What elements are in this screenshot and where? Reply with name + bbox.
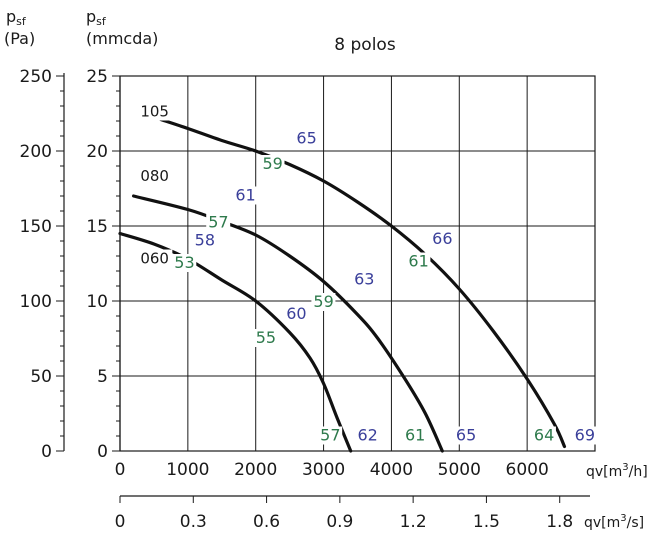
x-tick-label-m3h: 5000 — [438, 460, 481, 480]
annotation-bg — [531, 426, 556, 445]
annotation-green-61: 61 — [405, 426, 425, 445]
annotation-bg — [318, 426, 343, 445]
annotation-blue-58: 58 — [195, 231, 215, 250]
annotation-black-105: 105 — [140, 103, 169, 121]
x-tick-label-m3h: 3000 — [302, 460, 345, 480]
annotation-green-53: 53 — [174, 253, 194, 272]
x-tick-label-m3h: 2000 — [234, 460, 277, 480]
y-tick-label-mmcda: 5 — [97, 367, 108, 387]
y-axis-title-pa-sub: sf — [16, 15, 27, 28]
annotation-bg — [206, 213, 231, 232]
annotation-blue-63: 63 — [354, 270, 374, 289]
annotation-bg — [138, 249, 173, 268]
annotation-green-59: 59 — [313, 292, 333, 311]
x-tick-label-m3h: 4000 — [370, 460, 413, 480]
x-tick-label-m3s: 1.8 — [546, 512, 573, 532]
annotation-bg — [260, 155, 285, 173]
y-tick-label-pa: 50 — [30, 367, 52, 387]
annotation-bg — [138, 102, 173, 121]
annotation-bg — [294, 129, 319, 148]
x-tick-label-m3s: 1.2 — [400, 512, 427, 532]
annotation-bg — [572, 426, 597, 445]
annotation-blue-62: 62 — [358, 426, 378, 445]
chart-title: 8 polos — [334, 35, 396, 55]
x-tick-label-m3h: 1000 — [166, 460, 209, 480]
annotation-bg — [311, 293, 336, 311]
y-axis-title-mmcda: psf — [86, 7, 107, 28]
annotation-blue-60: 60 — [286, 304, 306, 323]
y-tick-label-pa: 150 — [20, 217, 52, 237]
series-curve-105 — [159, 117, 567, 449]
x-tick-label-m3h: 6000 — [506, 460, 549, 480]
annotation-green-57: 57 — [208, 213, 228, 232]
annotation-blue-65: 65 — [456, 426, 476, 445]
x-axis-title-m3h: qv[m3/h] — [586, 462, 648, 480]
series-curve-080 — [131, 194, 444, 453]
x-axis-title-m3h-suffix: /h] — [629, 464, 648, 480]
annotation-bg — [430, 230, 455, 248]
x-tick-label-m3s: 0.9 — [326, 512, 353, 532]
annotation-bg — [192, 231, 217, 250]
x-axis-title-m3h-sup: 3 — [622, 462, 628, 473]
x-tick-label-m3s: 0.3 — [180, 512, 207, 532]
annotation-bg — [352, 270, 377, 289]
annotation-blue-61: 61 — [235, 186, 255, 205]
annotation-bg — [253, 329, 278, 347]
annotation-blue-69: 69 — [575, 426, 595, 445]
annotation-green-64: 64 — [534, 426, 554, 445]
annotation-black-080: 080 — [140, 167, 169, 185]
y-tick-label-mmcda: 25 — [86, 67, 108, 87]
y-tick-label-pa: 200 — [20, 142, 52, 162]
annotation-black-060: 060 — [140, 250, 169, 268]
axes: 0510152025050100150200250psf(Pa)psf(mmcd… — [4, 7, 648, 532]
annotation-green-57: 57 — [320, 426, 340, 445]
annotation-green-59: 59 — [263, 154, 283, 173]
x-tick-label-m3h: 0 — [115, 460, 126, 480]
x-tick-label-m3s: 1.5 — [473, 512, 500, 532]
y-axis-unit-pa: (Pa) — [4, 29, 35, 48]
x-axis-title-m3s: qv[m3/s] — [584, 513, 644, 531]
grid — [119, 75, 596, 452]
curves — [118, 117, 567, 453]
annotation-green-55: 55 — [256, 328, 276, 347]
y-axis-title-mmcda-sub: sf — [96, 15, 107, 28]
y-tick-label-pa: 100 — [20, 292, 52, 312]
y-axis-unit-mmcda: (mmcda) — [86, 29, 158, 48]
annotation-bg — [233, 186, 258, 205]
y-tick-label-mmcda: 15 — [86, 217, 108, 237]
x-axis-title-m3s-suffix: /s] — [627, 515, 644, 531]
y-axis-title-pa: psf — [6, 7, 27, 28]
annotation-bg — [172, 254, 197, 272]
annotation-bg — [284, 305, 309, 323]
x-tick-label-m3s: 0 — [115, 512, 126, 532]
annotation-green-61: 61 — [408, 252, 428, 271]
y-tick-label-pa: 250 — [20, 67, 52, 87]
y-tick-label-mmcda: 0 — [97, 442, 108, 462]
y-tick-label-mmcda: 10 — [86, 292, 108, 312]
x-axis-title-m3s-sup: 3 — [620, 513, 626, 524]
annotation-bg — [355, 426, 380, 445]
y-tick-label-mmcda: 20 — [86, 142, 108, 162]
annotation-bg — [403, 426, 427, 445]
y-tick-label-pa: 0 — [41, 442, 52, 462]
annotation-blue-66: 66 — [432, 229, 452, 248]
annotation-bg — [453, 426, 478, 445]
annotation-bg — [406, 252, 431, 271]
annotation-bg — [138, 167, 173, 185]
annotation-blue-65: 65 — [296, 129, 316, 148]
x-tick-label-m3s: 0.6 — [253, 512, 280, 532]
